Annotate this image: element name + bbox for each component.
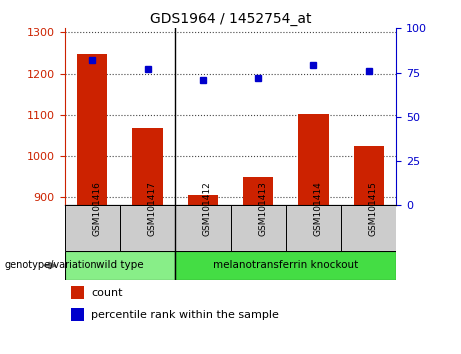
Bar	[243, 177, 273, 205]
Bar	[71, 308, 84, 321]
Bar	[230, 205, 286, 251]
Bar	[188, 195, 218, 205]
Bar	[65, 205, 120, 251]
Text: percentile rank within the sample: percentile rank within the sample	[91, 310, 279, 320]
Bar	[71, 286, 84, 299]
Bar	[175, 251, 396, 280]
Text: GSM101416: GSM101416	[92, 182, 101, 236]
Bar	[175, 205, 230, 251]
Bar	[132, 128, 163, 205]
Title: GDS1964 / 1452754_at: GDS1964 / 1452754_at	[150, 12, 311, 26]
Text: GSM101413: GSM101413	[258, 182, 267, 236]
Bar	[341, 205, 396, 251]
Bar	[120, 205, 175, 251]
Text: GSM101417: GSM101417	[148, 182, 157, 236]
Bar	[77, 54, 107, 205]
Text: GSM101414: GSM101414	[313, 182, 323, 236]
Bar	[354, 145, 384, 205]
Text: wild type: wild type	[96, 261, 144, 270]
Text: GSM101412: GSM101412	[203, 182, 212, 236]
Text: count: count	[91, 287, 123, 298]
Text: GSM101415: GSM101415	[369, 182, 378, 236]
Text: melanotransferrin knockout: melanotransferrin knockout	[213, 261, 359, 270]
Bar	[65, 251, 175, 280]
Bar	[298, 114, 329, 205]
Bar	[286, 205, 341, 251]
Text: genotype/variation: genotype/variation	[5, 261, 97, 270]
